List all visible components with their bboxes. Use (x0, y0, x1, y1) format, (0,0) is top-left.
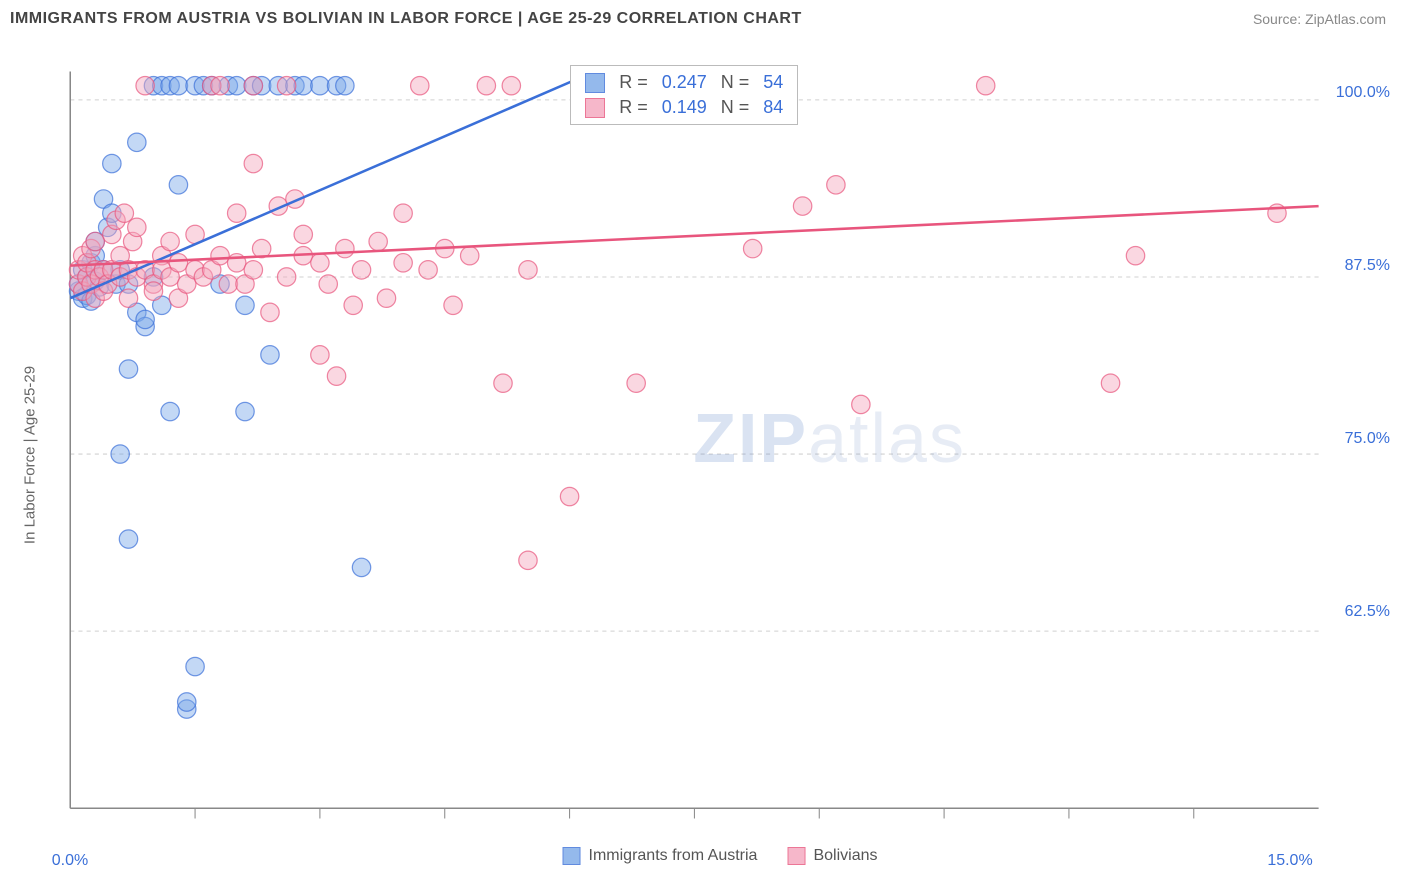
legend-label: Bolivians (813, 847, 877, 864)
chart-area: In Labor Force | Age 25-29 62.5%75.0%87.… (50, 45, 1390, 865)
y-tick-label: 87.5% (1345, 257, 1390, 275)
stat-r-value: 0.149 (662, 97, 707, 118)
correlation-stats-box: R = 0.247 N = 54 R = 0.149 N = 84 (570, 65, 798, 125)
stat-r-label: R = (619, 97, 648, 118)
title-bar: IMMIGRANTS FROM AUSTRIA VS BOLIVIAN IN L… (0, 0, 1406, 38)
source-label: Source: ZipAtlas.com (1253, 11, 1386, 27)
x-tick-label: 15.0% (1267, 852, 1312, 870)
legend-swatch (787, 847, 805, 865)
y-axis-label: In Labor Force | Age 25-29 (22, 366, 39, 544)
stats-swatch (585, 73, 605, 93)
legend-label: Immigrants from Austria (589, 847, 758, 864)
stat-n-value: 54 (763, 72, 783, 93)
legend-swatch (563, 847, 581, 865)
stats-row-austria: R = 0.247 N = 54 (585, 72, 783, 93)
stats-row-bolivia: R = 0.149 N = 84 (585, 97, 783, 118)
stats-swatch (585, 98, 605, 118)
legend: Immigrants from Austria Bolivians (563, 847, 878, 865)
scatter-plot (60, 45, 1380, 845)
legend-item-austria: Immigrants from Austria (563, 847, 758, 865)
x-tick-label: 0.0% (52, 852, 88, 870)
y-tick-label: 62.5% (1345, 603, 1390, 621)
stat-r-value: 0.247 (662, 72, 707, 93)
y-tick-label: 75.0% (1345, 430, 1390, 448)
stat-n-label: N = (721, 72, 750, 93)
chart-title: IMMIGRANTS FROM AUSTRIA VS BOLIVIAN IN L… (10, 10, 802, 28)
stat-n-label: N = (721, 97, 750, 118)
y-tick-label: 100.0% (1336, 84, 1390, 102)
stat-r-label: R = (619, 72, 648, 93)
legend-item-bolivia: Bolivians (787, 847, 877, 865)
stat-n-value: 84 (763, 97, 783, 118)
